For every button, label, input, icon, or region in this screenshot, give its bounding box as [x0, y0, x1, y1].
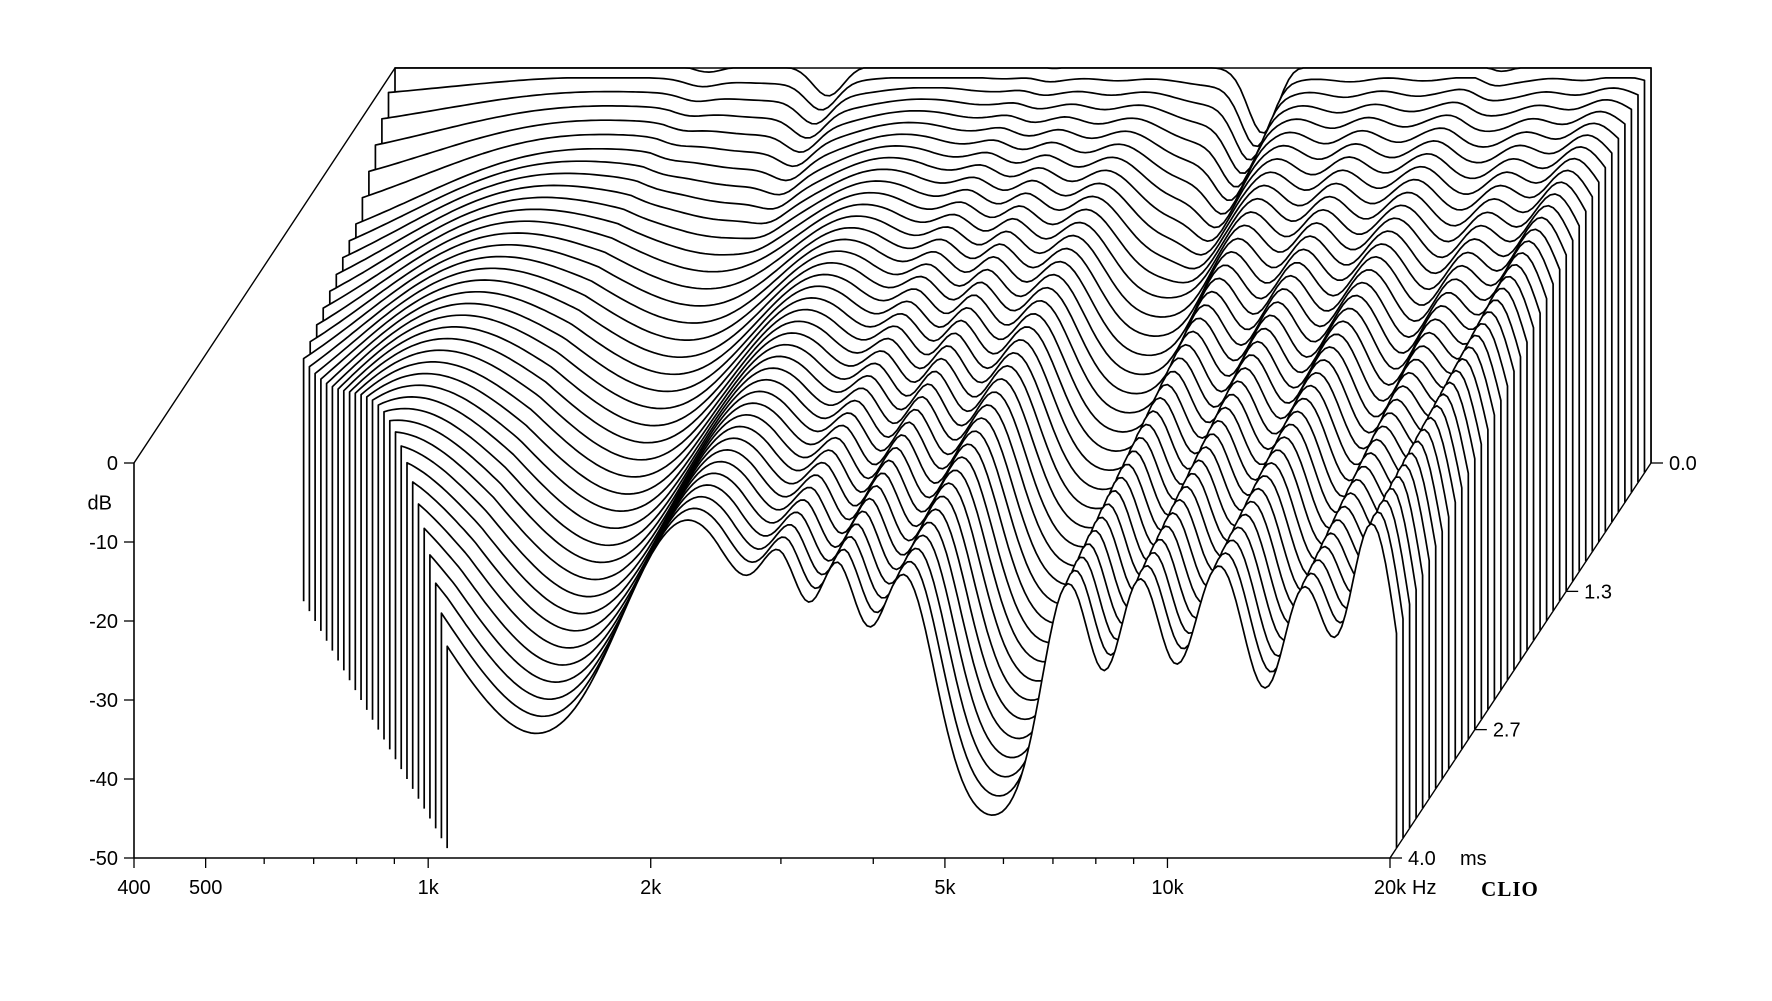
- axes: 0 -10 -20 -30 -40 -50 dB 400 500 1k 2k 5k 10k 20k Hz 0.…: [88, 453, 1697, 899]
- slice-line-24: [360, 343, 1496, 701]
- x-tick-label-3: 2k: [640, 877, 662, 899]
- slice-line-35: [423, 472, 1424, 809]
- slice-line-20: [337, 297, 1522, 661]
- slice-line-0: [394, 67, 1652, 463]
- slice-line-12: [315, 203, 1574, 582]
- slice-line-5: [361, 121, 1620, 513]
- slice-line-8: [341, 156, 1600, 542]
- slice-line-14: [302, 226, 1561, 602]
- slice-line-4: [368, 109, 1626, 503]
- slice-line-26: [371, 367, 1483, 720]
- slice-line-28: [383, 390, 1470, 740]
- x-tick-label-6: 20k: [1374, 877, 1407, 899]
- z-tick-label-2: 2.7: [1493, 720, 1521, 742]
- slice-fill-39: [447, 520, 1397, 849]
- slice-line-9: [335, 168, 1594, 552]
- slice-line-38: [440, 507, 1404, 839]
- slice-line-7: [348, 145, 1607, 533]
- x-tick-label-2: 1k: [418, 877, 440, 899]
- slice-line-23: [354, 332, 1502, 691]
- decay-slices: [302, 67, 1652, 849]
- x-tick-label-4: 5k: [934, 877, 956, 899]
- slice-39: [446, 519, 1398, 849]
- y-tick-label-5: -50: [89, 848, 118, 870]
- slice-line-13: [309, 215, 1568, 592]
- slice-line-3: [374, 98, 1633, 493]
- x-tick-label-0: 400: [117, 877, 150, 899]
- y-tick-label-1: -10: [89, 532, 118, 554]
- slice-line-15: [308, 238, 1554, 612]
- slice-line-36: [429, 484, 1417, 819]
- y-tick-label-4: -40: [89, 769, 118, 791]
- slice-line-16: [314, 250, 1548, 622]
- slice-line-27: [377, 378, 1476, 730]
- z-tick-label-1: 1.3: [1584, 581, 1612, 603]
- y-axis-label: dB: [88, 493, 112, 515]
- x-axis-unit: Hz: [1412, 877, 1436, 899]
- x-tick-label-5: 10k: [1151, 877, 1184, 899]
- slice-line-39: [446, 519, 1398, 849]
- slice-line-17: [320, 261, 1541, 631]
- slice-line-19: [331, 285, 1528, 651]
- slice-line-25: [365, 355, 1489, 710]
- slice-line-31: [400, 425, 1450, 770]
- slice-line-10: [328, 180, 1587, 562]
- slice-line-1: [387, 77, 1646, 473]
- z-axis-unit: ms: [1460, 848, 1487, 870]
- y-tick-label-0: 0: [107, 453, 118, 475]
- y-tick-label-3: -30: [89, 690, 118, 712]
- brand-logo-text: CLIO: [1481, 877, 1539, 901]
- slice-line-11: [322, 191, 1581, 572]
- z-tick-label-0: 0.0: [1669, 453, 1697, 475]
- slice-line-21: [342, 308, 1515, 671]
- slice-line-22: [348, 320, 1509, 681]
- z-tick-label-3: 4.0: [1408, 848, 1436, 870]
- y-tick-label-2: -20: [89, 611, 118, 633]
- slice-line-18: [325, 273, 1535, 641]
- slice-line-2: [381, 86, 1639, 483]
- slice-line-37: [434, 495, 1411, 829]
- slice-line-34: [417, 460, 1431, 799]
- x-tick-label-1: 500: [189, 877, 222, 899]
- slice-line-30: [394, 413, 1457, 760]
- slice-line-29: [388, 402, 1463, 750]
- slice-line-6: [355, 133, 1613, 523]
